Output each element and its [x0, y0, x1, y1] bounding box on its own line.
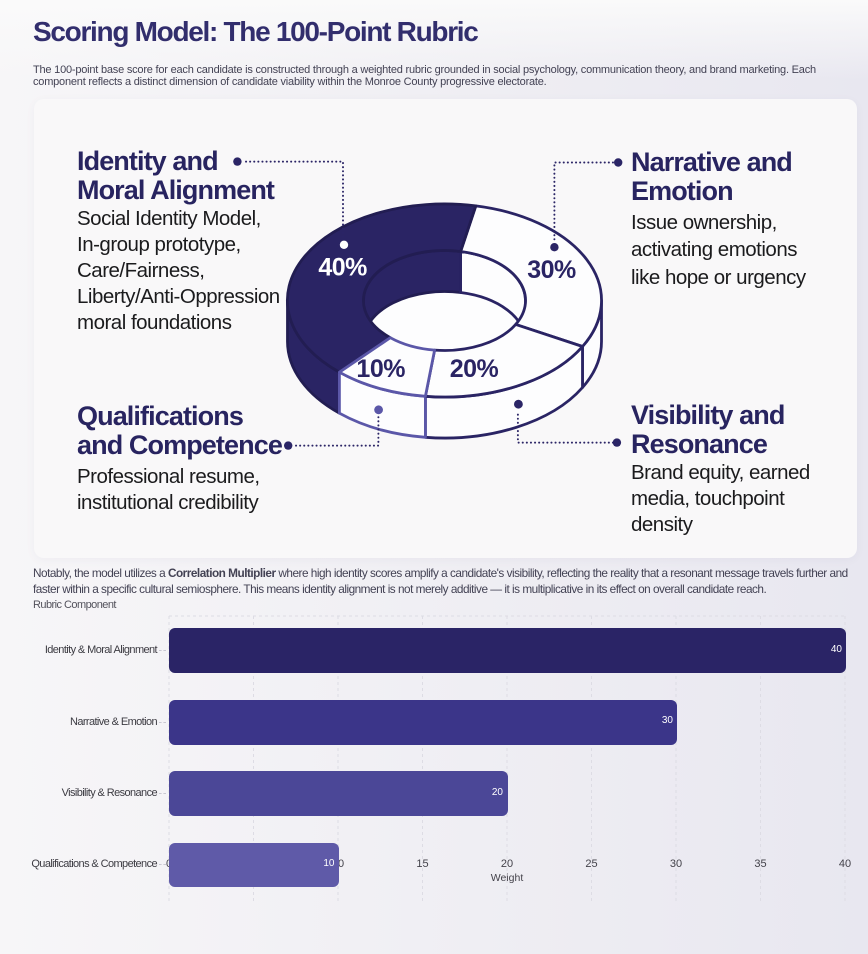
svg-text:30%: 30% — [527, 256, 576, 284]
svg-text:40%: 40% — [318, 254, 367, 282]
svg-text:20%: 20% — [450, 355, 499, 383]
svg-text:10%: 10% — [356, 355, 405, 383]
